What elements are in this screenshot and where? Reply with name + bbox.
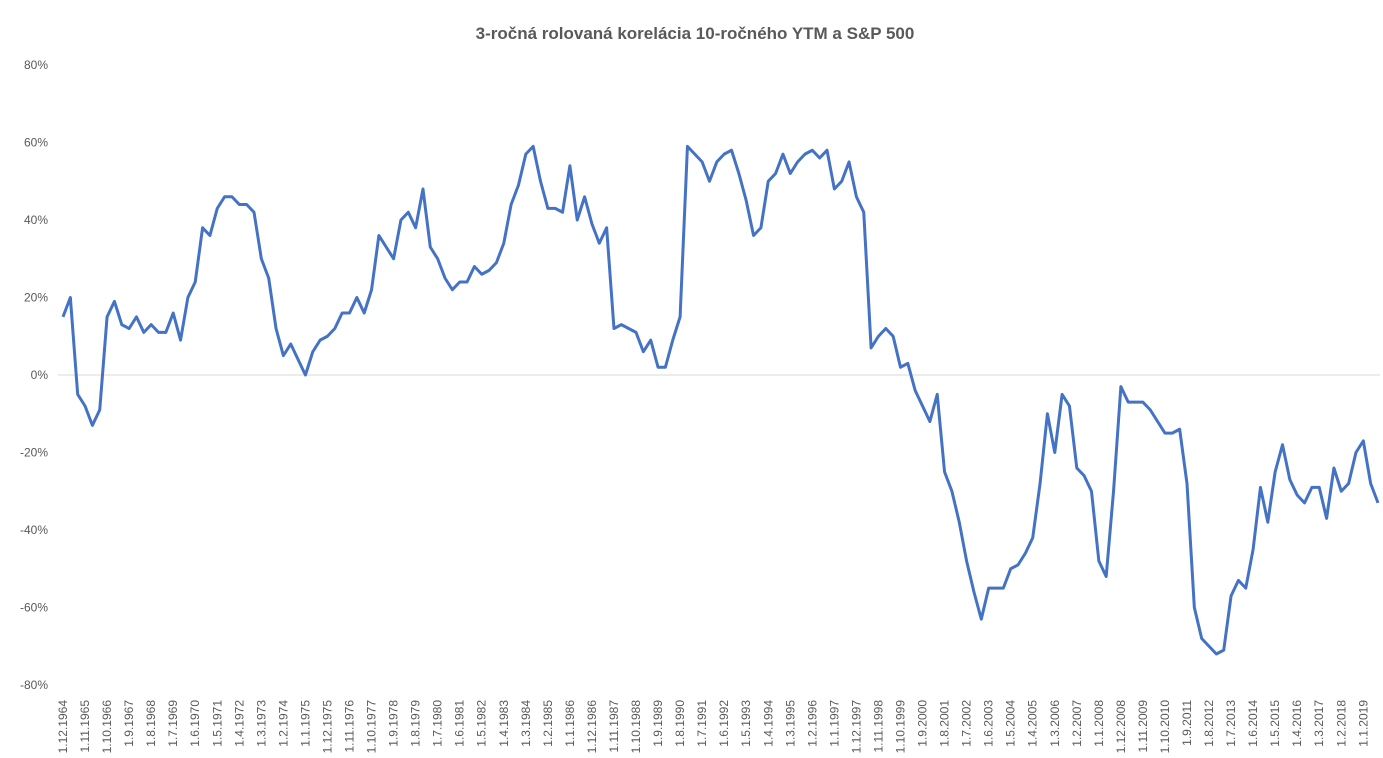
x-tick-label: 1.8.1979 bbox=[409, 700, 423, 747]
x-tick-label: 1.4.2005 bbox=[1026, 700, 1040, 747]
x-tick-label: 1.1.1986 bbox=[563, 700, 577, 747]
x-tick-label: 1.1.1975 bbox=[298, 700, 312, 747]
y-tick-label: 60% bbox=[24, 136, 48, 150]
x-tick-label: 1.11.1976 bbox=[343, 700, 357, 753]
y-tick-label: 80% bbox=[24, 58, 48, 72]
x-tick-label: 1.5.2004 bbox=[1004, 700, 1018, 747]
x-tick-label: 1.12.1997 bbox=[849, 700, 863, 754]
x-tick-label: 1.12.1964 bbox=[56, 700, 70, 754]
x-tick-label: 1.11.1998 bbox=[871, 700, 885, 753]
x-tick-label: 1.2.1985 bbox=[541, 700, 555, 747]
y-tick-label: 20% bbox=[24, 291, 48, 305]
x-tick-label: 1.12.1986 bbox=[585, 700, 599, 754]
x-tick-label: 1.4.1983 bbox=[497, 700, 511, 747]
x-tick-label: 1.11.2009 bbox=[1136, 700, 1150, 753]
x-tick-label: 1.3.2017 bbox=[1312, 700, 1326, 747]
chart-title: 3-ročná rolovaná korelácia 10-ročného YT… bbox=[476, 24, 915, 43]
y-tick-label: -40% bbox=[20, 523, 48, 537]
x-tick-label: 1.9.1978 bbox=[387, 700, 401, 747]
x-tick-label: 1.5.1982 bbox=[475, 700, 489, 747]
x-tick-label: 1.6.2014 bbox=[1246, 700, 1260, 747]
x-tick-label: 1.6.2003 bbox=[982, 700, 996, 747]
data-line bbox=[61, 144, 1380, 656]
x-tick-label: 1.4.2016 bbox=[1290, 700, 1304, 747]
y-tick-label: -20% bbox=[20, 446, 48, 460]
x-tick-label: 1.2.2007 bbox=[1070, 700, 1084, 747]
x-tick-label: 1.7.1991 bbox=[695, 700, 709, 747]
x-tick-label: 1.7.1969 bbox=[166, 700, 180, 747]
y-tick-label: -60% bbox=[20, 601, 48, 615]
x-tick-label: 1.7.2013 bbox=[1224, 700, 1238, 747]
x-tick-label: 1.11.1965 bbox=[78, 700, 92, 753]
x-tick-label: 1.6.1981 bbox=[453, 700, 467, 747]
x-tick-label: 1.3.2006 bbox=[1048, 700, 1062, 747]
x-tick-label: 1.1.2019 bbox=[1356, 700, 1370, 747]
x-tick-label: 1.5.2015 bbox=[1268, 700, 1282, 747]
x-tick-label: 1.2.1996 bbox=[805, 700, 819, 747]
x-tick-label: 1.10.1977 bbox=[365, 700, 379, 754]
x-tick-label: 1.8.2012 bbox=[1202, 700, 1216, 747]
x-tick-label: 1.2.1974 bbox=[276, 700, 290, 747]
x-tick-label: 1.1.1997 bbox=[827, 700, 841, 747]
x-tick-label: 1.12.1975 bbox=[320, 700, 334, 754]
x-tick-label: 1.8.2001 bbox=[938, 700, 952, 747]
x-tick-label: 1.10.1966 bbox=[100, 700, 114, 754]
x-tick-label: 1.1.2008 bbox=[1092, 700, 1106, 747]
x-tick-label: 1.9.1989 bbox=[651, 700, 665, 747]
x-tick-label: 1.6.1970 bbox=[188, 700, 202, 747]
x-tick-label: 1.6.1992 bbox=[717, 700, 731, 747]
x-tick-label: 1.5.1971 bbox=[210, 700, 224, 747]
y-tick-label: 40% bbox=[24, 213, 48, 227]
x-tick-label: 1.8.1968 bbox=[144, 700, 158, 747]
x-tick-label: 1.3.1995 bbox=[783, 700, 797, 747]
x-tick-label: 1.9.1967 bbox=[122, 700, 136, 747]
y-tick-label: -80% bbox=[20, 678, 48, 692]
x-tick-label: 1.9.2011 bbox=[1180, 700, 1194, 746]
x-tick-label: 1.9.2000 bbox=[916, 700, 930, 747]
x-tick-label: 1.3.1973 bbox=[254, 700, 268, 747]
x-tick-label: 1.4.1972 bbox=[232, 700, 246, 747]
x-tick-label: 1.8.1990 bbox=[673, 700, 687, 747]
x-tick-label: 1.10.1988 bbox=[629, 700, 643, 754]
y-tick-label: 0% bbox=[31, 368, 49, 382]
x-tick-label: 1.5.1993 bbox=[739, 700, 753, 747]
x-tick-label: 1.10.1999 bbox=[893, 700, 907, 754]
x-tick-label: 1.7.1980 bbox=[431, 700, 445, 747]
x-tick-label: 1.3.1984 bbox=[519, 700, 533, 747]
x-tick-label: 1.11.1987 bbox=[607, 700, 621, 753]
x-tick-label: 1.4.1994 bbox=[761, 700, 775, 747]
x-tick-label: 1.7.2002 bbox=[960, 700, 974, 747]
x-tick-label: 1.2.2018 bbox=[1334, 700, 1348, 747]
x-tick-label: 1.12.2008 bbox=[1114, 700, 1128, 754]
x-tick-label: 1.10.2010 bbox=[1158, 700, 1172, 754]
